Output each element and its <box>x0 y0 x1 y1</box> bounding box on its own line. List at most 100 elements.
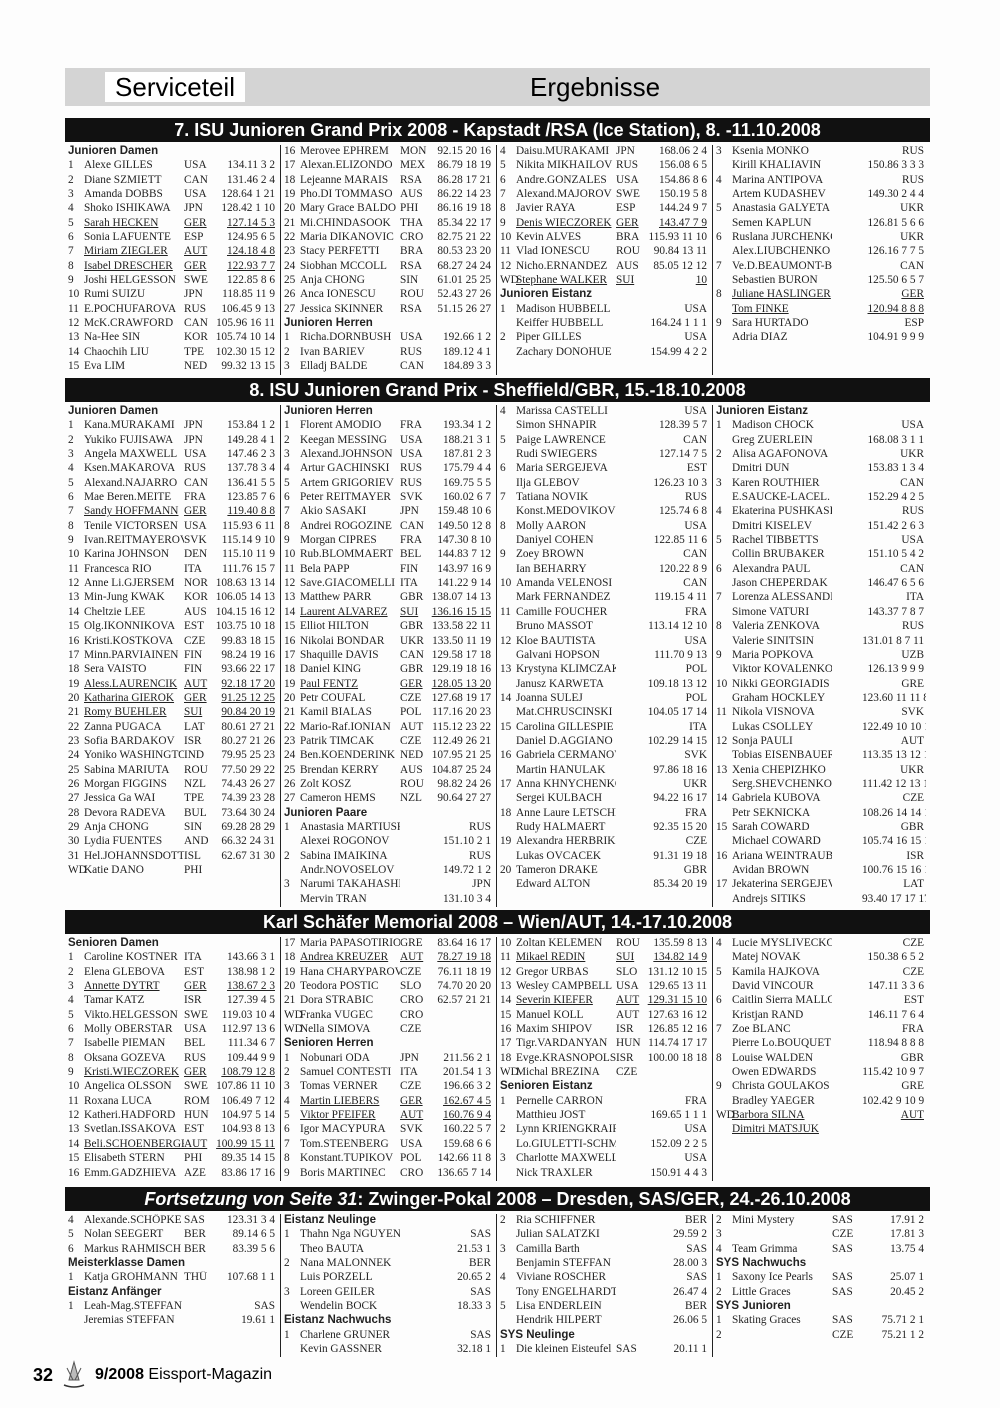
score: 168.06 2 4 <box>658 145 707 157</box>
athlete-name: Richa.DORNBUSH <box>300 331 392 344</box>
rank: 1 <box>284 1051 290 1064</box>
result-row: Rudi SWIEGERS 127.14 7 5 <box>500 448 709 462</box>
rank: 5 <box>68 1008 74 1021</box>
result-row: 14 Chaochih LIU TPE 102.30 15 12 <box>68 346 277 360</box>
section-title-text: 8. ISU Junioren Grand Prix - Sheffield/G… <box>249 380 746 400</box>
athlete-name: Kevin ALVES <box>516 231 582 244</box>
score: 25.07 1 <box>890 1271 924 1284</box>
result-row: 15 Elliot HILTON GBR 133.58 22 11 <box>284 620 493 634</box>
score: 131.46 2 4 <box>226 173 275 186</box>
athlete-name: Martin HANULAK <box>516 763 606 776</box>
result-row: Tony ENGELHARDT 26.47 4 <box>500 1286 709 1300</box>
rank: 24 <box>68 749 80 762</box>
nation: USA <box>184 188 207 201</box>
nation <box>832 274 862 288</box>
athlete-name: Jekaterina SERGEJEVA <box>732 878 832 891</box>
result-row: 23 Patrik TIMCAK CZE 112.49 26 21 <box>284 735 493 749</box>
rank: 2 <box>284 345 290 358</box>
rank: 6 <box>284 491 290 504</box>
athlete-name: Artur GACHINSKI <box>300 462 390 475</box>
athlete-name: Tom FINKE <box>732 302 789 315</box>
score: SAS <box>470 1328 491 1341</box>
result-row: 2 Alisa AGAFONOVA UKR <box>716 448 926 462</box>
score: 159.68 6 6 <box>442 1137 491 1150</box>
result-row: Semen KAPLUN 126.81 5 6 6 <box>716 217 926 231</box>
result-row: 25 Anja CHONG SIN 61.01 25 25 <box>284 274 493 288</box>
rank: 9 <box>500 548 506 561</box>
athlete-name: Keegan MESSING <box>300 433 387 446</box>
nation <box>616 864 646 878</box>
score: 144.83 7 12 <box>437 548 491 561</box>
result-row: 8 Louise WALDEN GBR <box>716 1052 926 1066</box>
athlete-name: Minn.PARVIAINEN <box>84 648 179 661</box>
score: 119.03 10 4 <box>221 1008 275 1021</box>
nation: ITA <box>400 1066 418 1079</box>
nation: SVK <box>400 1123 423 1136</box>
rank: 16 <box>500 1023 512 1036</box>
nation: BER <box>184 1228 206 1241</box>
athlete-name: Markus RAHMISCH <box>84 1242 181 1255</box>
rank: 17 <box>500 1037 512 1050</box>
score: 102.30 15 12 <box>215 345 275 358</box>
rank <box>716 491 732 505</box>
result-row: 7 Alexand.MAJOROV SWE 150.19 5 8 <box>500 188 709 202</box>
score: 89.14 6 5 <box>232 1228 275 1241</box>
rank: WD <box>500 274 519 287</box>
score: 142.66 11 8 <box>437 1152 491 1165</box>
athlete-name: Jessica SKINNER <box>300 302 384 315</box>
athlete-name: Valerie SINITSIN <box>732 634 814 647</box>
nation <box>616 749 646 763</box>
result-row: 26 Morgan FIGGINS NZL 74.43 26 27 <box>68 778 277 792</box>
rank <box>716 303 732 317</box>
nation: SUI <box>184 706 203 719</box>
nation <box>832 735 862 749</box>
rank: 24 <box>284 259 296 272</box>
rank <box>500 1109 516 1123</box>
rank: 1 <box>68 159 74 172</box>
athlete-name: Anastasia MARTIUSHEVA <box>300 820 400 833</box>
score: CAN <box>900 562 924 575</box>
score: 150.19 5 8 <box>658 188 707 201</box>
nation <box>832 620 862 634</box>
result-row: 2 Ivan BARIEV RUS 189.12 4 1 <box>284 346 493 360</box>
nation: MON <box>400 145 427 157</box>
rank: 11 <box>500 605 511 618</box>
athlete-name: Zachary DONOHUE <box>516 345 612 358</box>
athlete-name: Ria SCHIFFNER <box>516 1214 596 1226</box>
athlete-name: Thahn Nga NGUYEN <box>300 1228 400 1241</box>
athlete-name: Lukas OVCACEK <box>516 849 602 862</box>
nation: USA <box>400 433 423 446</box>
athlete-name: Owen EDWARDS <box>732 1066 817 1079</box>
score: 126.81 5 6 6 <box>867 216 924 229</box>
athlete-name: Rub.BLOMMAERT <box>300 548 394 561</box>
result-row: 15 Manuel KOLL AUT 127.63 16 12 <box>500 1009 709 1023</box>
rank: 2 <box>284 433 290 446</box>
athlete-name: Andre.GONZALES <box>516 173 607 186</box>
score: 61.01 25 25 <box>437 274 491 287</box>
rank <box>716 807 732 821</box>
athlete-name: Amanda DOBBS <box>84 188 163 201</box>
score: 111.34 6 7 <box>227 1037 275 1050</box>
athlete-name: Nella SIMOVA <box>300 1023 371 1036</box>
nation <box>616 606 646 620</box>
result-row: Hendrik HILPERT 26.06 5 <box>500 1314 709 1328</box>
result-row: 5 Rachel TIBBETTS USA <box>716 534 926 548</box>
athlete-name: Louise WALDEN <box>732 1051 814 1064</box>
score: 83.39 5 6 <box>232 1242 275 1255</box>
result-row: Artem KUDASHEV 149.30 2 4 4 <box>716 188 926 202</box>
score: 115.12 23 22 <box>432 720 491 733</box>
score: CAN <box>900 259 924 272</box>
result-row: 9 Morgan CIPRES FRA 147.30 8 10 <box>284 534 493 548</box>
result-row: 16 Ariana WEINTRAUB ISR <box>716 850 926 864</box>
athlete-name: Ve.D.BEAUMONT-BOISVERT <box>732 259 832 272</box>
result-row: 7 Sandy HOFFMANN GER 119.40 8 8 <box>68 505 277 519</box>
athlete-name: Zoey BROWN <box>516 548 585 561</box>
athlete-name: Sabina MARIUTA <box>84 763 170 776</box>
result-row: 14 Cheltzie LEE AUS 104.15 16 12 <box>68 606 277 620</box>
issue-number: 9/2008 <box>95 1366 144 1383</box>
athlete-name: Sonia LAFUENTE <box>84 231 171 244</box>
result-row: 10 Rumi SUIZU JPN 118.85 11 9 <box>68 288 277 302</box>
result-row: 11 Bela PAPP FIN 143.97 16 9 <box>284 563 493 577</box>
rank: 27 <box>284 792 296 805</box>
nation: DEN <box>184 548 208 561</box>
